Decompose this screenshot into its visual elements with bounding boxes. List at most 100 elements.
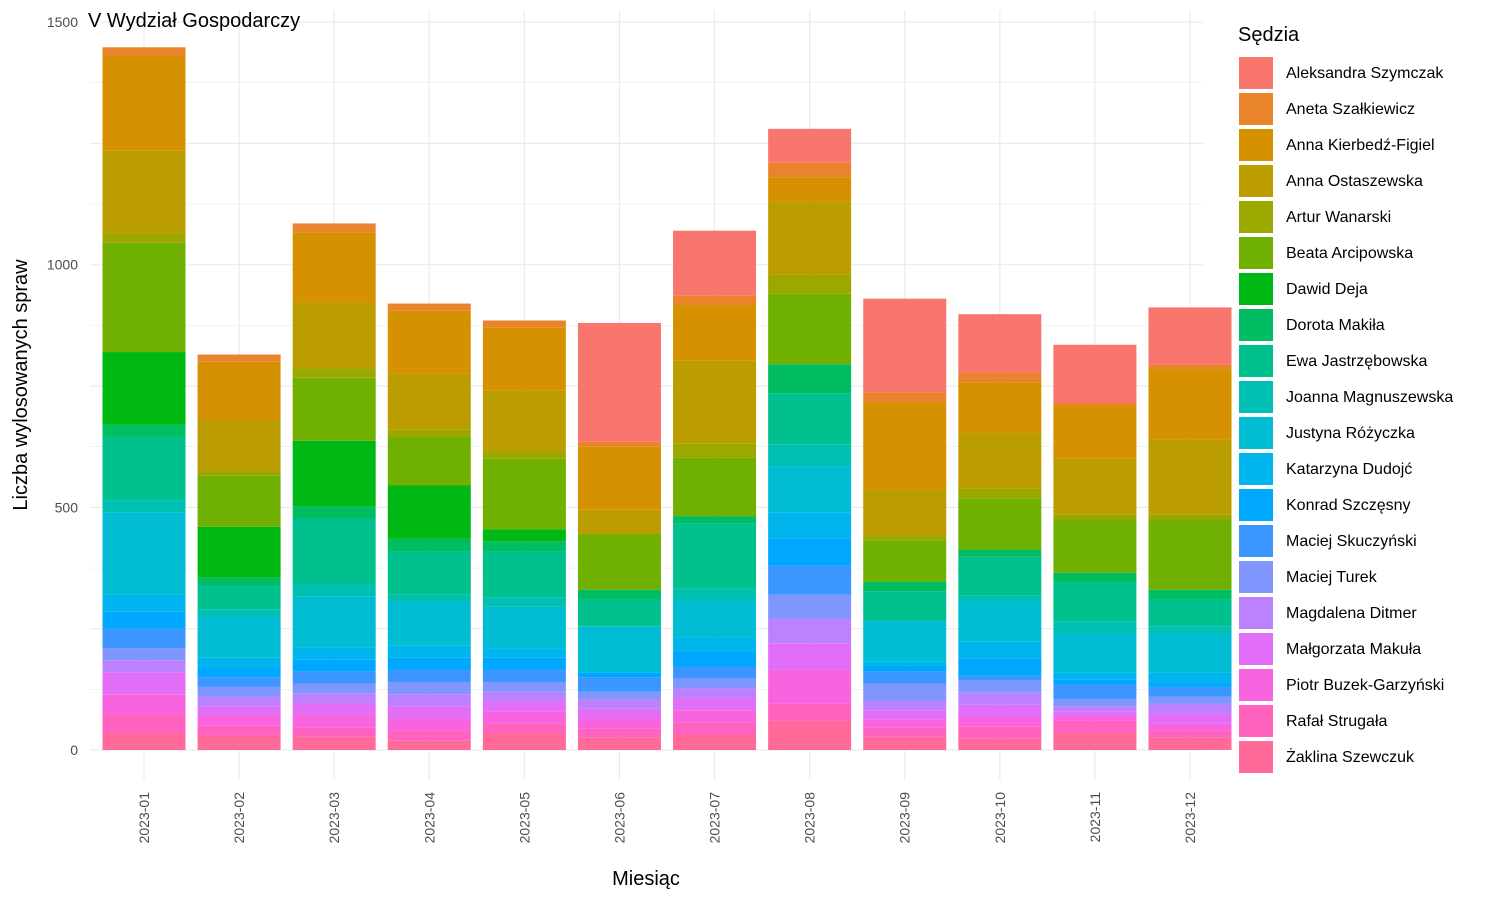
x-tick-label: 2023-02 xyxy=(231,792,247,844)
bar-segment xyxy=(292,368,376,378)
bar-segment xyxy=(482,723,566,734)
bar-segment xyxy=(577,626,661,673)
bar-segment xyxy=(673,523,757,589)
bar-segment xyxy=(292,440,376,507)
bar-segment xyxy=(197,706,281,717)
bar-segment xyxy=(1053,706,1137,712)
bar-segment xyxy=(768,594,852,619)
bar-segment xyxy=(1148,672,1232,683)
bar-segment xyxy=(292,647,376,660)
y-tick-label: 1500 xyxy=(47,14,78,30)
bar-segment xyxy=(1148,364,1232,370)
bar-segment xyxy=(1053,582,1137,622)
bar-segment xyxy=(197,475,281,527)
bar-segment xyxy=(102,660,186,673)
bar-segment xyxy=(577,534,661,590)
bar-segment xyxy=(863,620,947,662)
bar-segment xyxy=(102,47,186,57)
bar-segment xyxy=(1053,699,1137,707)
bar-segment xyxy=(863,666,947,672)
bar-segment xyxy=(1053,621,1137,634)
bar-segment xyxy=(482,701,566,712)
bar-segment xyxy=(863,540,947,582)
x-tick-label: 2023-06 xyxy=(611,792,627,844)
bar-segment xyxy=(482,529,566,542)
legend-swatch xyxy=(1239,561,1273,593)
bar-segment xyxy=(673,678,757,689)
bar-segment xyxy=(197,470,281,476)
bar-segment xyxy=(958,488,1042,499)
legend-swatch xyxy=(1239,93,1273,125)
x-tick-label: 2023-04 xyxy=(421,792,437,844)
legend-label: Konrad Szczęsny xyxy=(1286,497,1411,514)
bar-segment xyxy=(292,596,376,648)
bar-segment xyxy=(482,682,566,692)
bar-segment xyxy=(673,651,757,667)
bar-segment xyxy=(958,549,1042,557)
bar-segment xyxy=(1148,589,1232,600)
bar-segment xyxy=(1053,572,1137,583)
bar-segment xyxy=(577,728,661,738)
bar-segment xyxy=(102,512,186,595)
legend-label: Małgorzata Makuła xyxy=(1286,641,1421,658)
legend-swatch xyxy=(1239,345,1273,377)
bar-segment xyxy=(1053,458,1137,515)
bar-segment xyxy=(1053,733,1137,750)
bar-segment xyxy=(958,314,1042,373)
bar-segment xyxy=(863,489,947,536)
bar-segment xyxy=(673,710,757,723)
bar-segment xyxy=(387,669,471,683)
bar-segment xyxy=(102,611,186,629)
bar-segment xyxy=(197,354,281,362)
bar-segment xyxy=(673,698,757,711)
bar-segment xyxy=(768,393,852,445)
bar-segment xyxy=(387,594,471,602)
bar-segment xyxy=(482,597,566,607)
bar-segment xyxy=(387,538,471,552)
bar-segment xyxy=(1148,730,1232,738)
bar-segment xyxy=(482,320,566,328)
bar-segment xyxy=(1053,684,1137,700)
legend-label: Justyna Różyczka xyxy=(1286,425,1415,442)
legend-swatch xyxy=(1239,633,1273,665)
bar-segment xyxy=(958,716,1042,727)
bar-segment xyxy=(673,688,757,699)
bar-segment xyxy=(102,424,186,437)
bar-segment xyxy=(863,661,947,667)
bar-segment xyxy=(768,512,852,539)
x-tick-label: 2023-05 xyxy=(516,792,532,844)
bar-segment xyxy=(1148,696,1232,704)
legend-label: Magdalena Ditmer xyxy=(1286,605,1417,622)
legend-swatch xyxy=(1239,489,1273,521)
bar-segment xyxy=(387,682,471,695)
bar-segment xyxy=(673,457,757,517)
bar-segment xyxy=(863,727,947,737)
bar-segment xyxy=(387,373,471,430)
bar-segment xyxy=(1148,633,1232,673)
bar-segment xyxy=(1148,713,1232,724)
bar-segment xyxy=(577,677,661,692)
legend-swatch xyxy=(1239,453,1273,485)
bar-segment xyxy=(958,600,1042,642)
bar-segment xyxy=(482,451,566,459)
bar-segment xyxy=(292,736,376,750)
bar-segment xyxy=(292,506,376,519)
bar-segment xyxy=(387,740,471,750)
bar-segment xyxy=(863,736,947,750)
bar-segment xyxy=(673,516,757,524)
bar-segment xyxy=(768,364,852,394)
legend: Aleksandra Szymczak Aneta Szałkiewicz Anna… xyxy=(1239,57,1453,773)
bar-segment xyxy=(958,692,1042,705)
bar-segment xyxy=(292,302,376,369)
bar-segment xyxy=(577,737,661,750)
bar-segment xyxy=(1148,686,1232,697)
bar-segment xyxy=(197,419,281,471)
bar-segment xyxy=(387,730,471,741)
bar-segment xyxy=(102,500,186,513)
legend-swatch xyxy=(1239,273,1273,305)
bar-segment xyxy=(1148,439,1232,515)
bar-segment xyxy=(102,352,186,425)
x-tick-label: 2023-12 xyxy=(1182,792,1198,844)
bar-segment xyxy=(482,458,566,530)
